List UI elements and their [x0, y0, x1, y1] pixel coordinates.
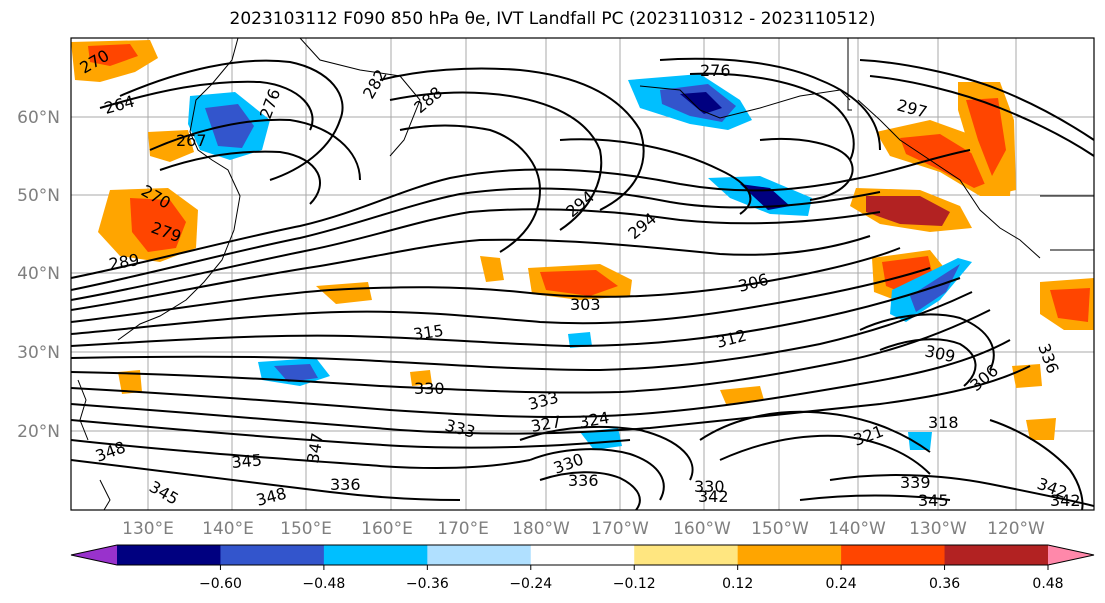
colorbar-tick-label: 0.36 — [929, 576, 960, 592]
colorbar-tick-label: −0.36 — [406, 576, 449, 592]
contour-label: 276 — [700, 61, 731, 80]
colorbar-tick-label: 0.12 — [722, 576, 753, 592]
graticule — [71, 38, 1094, 510]
lon-label: 170°W — [591, 519, 649, 539]
contour-label: 339 — [900, 473, 931, 492]
map-title: 2023103112 F090 850 hPa θe, IVT Landfall… — [229, 9, 876, 29]
contour-label: 345 — [231, 450, 263, 472]
contour-label: 315 — [412, 321, 445, 344]
lon-label: 170°E — [437, 519, 489, 539]
colorbar-segment — [427, 545, 532, 565]
colorbar-extend-high — [1048, 545, 1094, 565]
lat-label: 20°N — [17, 422, 60, 442]
colorbar-segment — [841, 545, 946, 565]
colorbar-outline — [70, 544, 1095, 566]
contour-label: 267 — [176, 131, 207, 150]
colorbar: −0.60 −0.48 −0.36 −0.24 −0.12 0.12 0.24 0.36 0.4… — [70, 544, 1095, 592]
colorbar-segment — [737, 545, 842, 565]
contour-label: 336 — [330, 475, 361, 494]
contour-label: 336 — [568, 471, 599, 490]
colorbar-segment — [220, 545, 325, 565]
lat-label: 40°N — [17, 264, 60, 284]
lon-label: 150°W — [751, 519, 809, 539]
shaded-anomalies — [71, 40, 1094, 450]
contour-label: 330 — [414, 379, 445, 398]
map-panel: 270 264 267 276 282 288 276 297 270 279 … — [70, 37, 1095, 511]
lon-label: 140°E — [202, 519, 254, 539]
lon-label: 120°W — [987, 519, 1045, 539]
map-frame — [70, 37, 1095, 511]
colorbar-ticks: −0.60 −0.48 −0.36 −0.24 −0.12 0.12 0.24 0.36 0.4… — [199, 565, 1064, 592]
colorbar-segment — [117, 545, 221, 565]
contour-label: 342 — [1050, 491, 1081, 510]
contour-label: 342 — [698, 487, 729, 506]
colorbar-tick-label: −0.60 — [199, 576, 242, 592]
colorbar-extend-low — [71, 545, 117, 565]
colorbar-segment — [944, 545, 1049, 565]
contour-label: 345 — [918, 491, 949, 510]
lon-label: 180°W — [512, 519, 570, 539]
contour-label: 318 — [928, 413, 959, 432]
lat-label: 30°N — [17, 343, 60, 363]
lat-label: 50°N — [17, 186, 60, 206]
lon-label: 160°E — [361, 519, 413, 539]
colorbar-tick-label: 0.48 — [1032, 576, 1063, 592]
lon-label: 140°W — [828, 519, 886, 539]
lat-label: 60°N — [17, 108, 60, 128]
lon-label: 130°E — [122, 519, 174, 539]
contour-label: 303 — [570, 295, 601, 314]
lon-label: 130°W — [909, 519, 967, 539]
theta-e-contours — [71, 57, 1094, 510]
colorbar-segments — [117, 545, 1049, 565]
colorbar-segment — [634, 545, 739, 565]
colorbar-tick-label: −0.24 — [509, 576, 552, 592]
lon-label: 160°W — [673, 519, 731, 539]
lon-label: 150°E — [280, 519, 332, 539]
colorbar-tick-label: 0.24 — [826, 576, 857, 592]
contour-label: 330 — [694, 477, 725, 496]
latitude-labels: 60°N 50°N 40°N 30°N 20°N — [17, 108, 60, 442]
colorbar-tick-label: −0.48 — [302, 576, 345, 592]
colorbar-segment — [530, 545, 635, 565]
colorbar-segment — [323, 545, 428, 565]
longitude-labels: 130°E 140°E 150°E 160°E 170°E 180°W 170°… — [122, 519, 1045, 539]
colorbar-tick-label: −0.12 — [613, 576, 656, 592]
